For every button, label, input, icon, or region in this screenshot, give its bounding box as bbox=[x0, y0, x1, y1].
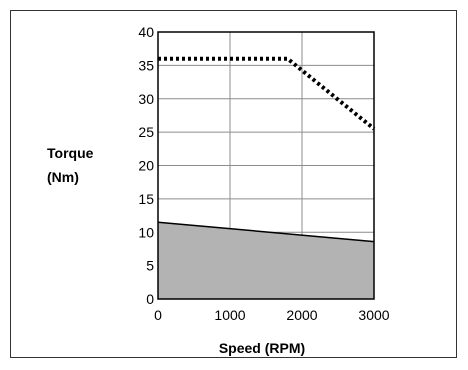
y-axis-title-line-2: (Nm) bbox=[47, 169, 79, 185]
y-tick-label-0: 0 bbox=[146, 291, 154, 307]
plot-border bbox=[157, 31, 375, 300]
y-tick-label-30: 30 bbox=[138, 91, 154, 107]
y-tick-label-15: 15 bbox=[138, 191, 154, 207]
x-tick-label-0: 0 bbox=[154, 307, 162, 323]
area-series-1 bbox=[158, 222, 374, 299]
axes-layer bbox=[157, 31, 375, 300]
area-series-1-edge bbox=[157, 221, 375, 243]
y-axis-title-line-1: Torque bbox=[47, 145, 94, 161]
x-tick-label-3000: 3000 bbox=[358, 307, 389, 323]
y-tick-label-5: 5 bbox=[146, 258, 154, 274]
x-tick-label-1000: 1000 bbox=[214, 307, 245, 323]
ticks-layer: 0 5 10 15 20 25 30 35 40 0 1000 2000 3000 bbox=[138, 24, 389, 323]
area-layer bbox=[158, 222, 374, 299]
x-tick-label-2000: 2000 bbox=[286, 307, 317, 323]
x-axis-title: Speed (RPM) bbox=[219, 340, 305, 356]
chart-frame bbox=[10, 10, 457, 358]
y-tick-label-40: 40 bbox=[138, 24, 154, 40]
y-tick-label-10: 10 bbox=[138, 224, 154, 240]
dotted-series-0 bbox=[158, 56, 376, 131]
line-layer bbox=[157, 56, 376, 243]
y-tick-label-35: 35 bbox=[138, 57, 154, 73]
y-tick-label-25: 25 bbox=[138, 124, 154, 140]
y-tick-label-20: 20 bbox=[138, 158, 154, 174]
